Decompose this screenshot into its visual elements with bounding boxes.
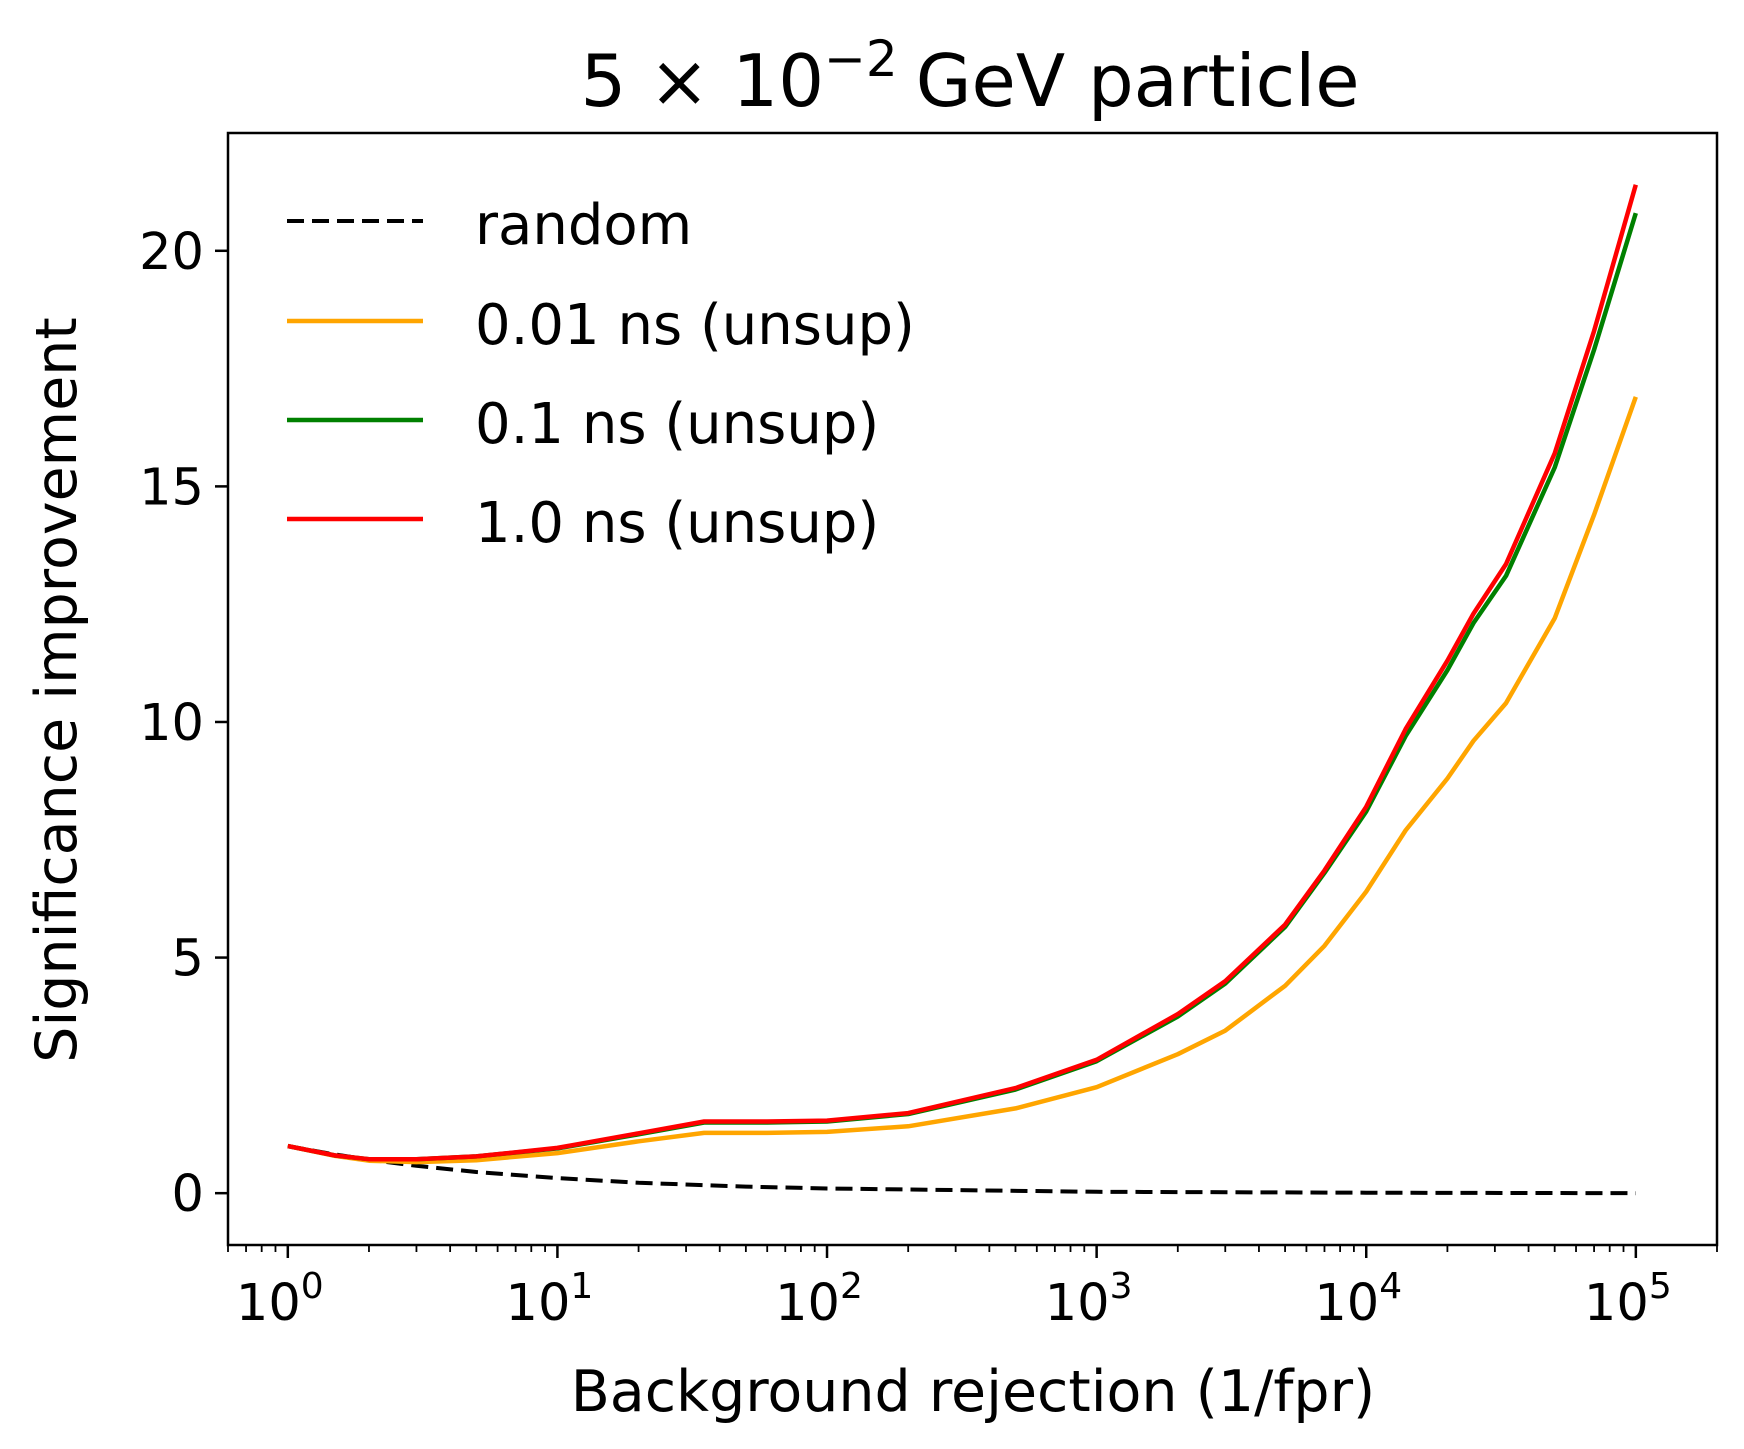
title-base: 5 xyxy=(580,39,626,123)
y-tick-label: 15 xyxy=(139,458,204,517)
legend-label-0-01ns: 0.01 ns (unsup) xyxy=(475,293,915,358)
x-tick-base: 10 xyxy=(236,1274,301,1333)
y-tick-label: 5 xyxy=(172,930,204,989)
title-times: × xyxy=(649,39,709,123)
chart-title: 5 × 10−2 GeV particle xyxy=(580,30,1359,123)
x-tick-exponent: 1 xyxy=(570,1266,593,1307)
x-tick-label: 103 xyxy=(1045,1266,1133,1333)
x-tick-exponent: 2 xyxy=(840,1266,863,1307)
series-layer xyxy=(287,184,1638,1196)
legend-label-random: random xyxy=(475,193,692,258)
x-tick-base: 10 xyxy=(775,1274,840,1333)
x-axis-label: Background rejection (1/fpr) xyxy=(571,1359,1376,1425)
legend: random 0.01 ns (unsup) 0.1 ns (unsup) 1.… xyxy=(287,193,915,556)
plot-frame xyxy=(226,131,1719,1247)
legend-label-1-0ns: 1.0 ns (unsup) xyxy=(475,491,879,556)
x-tick-label: 102 xyxy=(775,1266,863,1333)
x-tick-base: 10 xyxy=(1045,1274,1110,1333)
title-exponent: −2 xyxy=(824,30,898,88)
title-mantissa: 10 xyxy=(732,39,824,123)
x-tick-base: 10 xyxy=(1584,1274,1649,1333)
y-tick-label: 10 xyxy=(139,694,204,753)
series-line-1 xyxy=(287,396,1638,1165)
y-tick-label: 20 xyxy=(139,223,204,282)
x-tick-exponent: 0 xyxy=(301,1266,324,1307)
x-tick-exponent: 5 xyxy=(1649,1266,1672,1307)
x-tick-exponent: 3 xyxy=(1110,1266,1133,1307)
x-tick-label: 105 xyxy=(1584,1266,1672,1333)
x-tick-label: 100 xyxy=(236,1266,324,1333)
series-line-3 xyxy=(287,184,1638,1162)
x-tick-base: 10 xyxy=(1314,1274,1379,1333)
title-rest: GeV particle xyxy=(916,39,1360,123)
x-tick-label: 104 xyxy=(1314,1266,1402,1333)
y-axis-label: Significance improvement xyxy=(24,317,90,1062)
x-tick-base: 10 xyxy=(506,1274,571,1333)
x-tick-label: 101 xyxy=(506,1266,594,1333)
x-tick-exponent: 4 xyxy=(1379,1266,1402,1307)
legend-label-0-1ns: 0.1 ns (unsup) xyxy=(475,392,879,457)
y-tick-label: 0 xyxy=(172,1165,204,1224)
